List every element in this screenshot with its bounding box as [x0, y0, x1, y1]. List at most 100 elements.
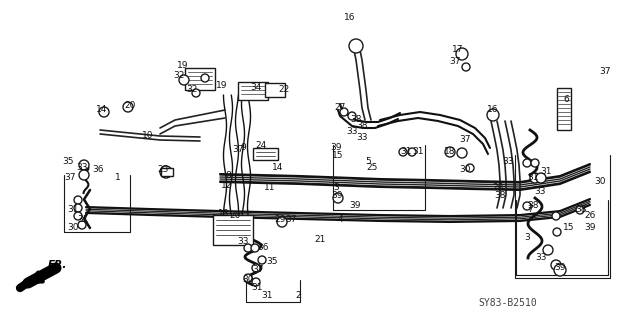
Text: 1: 1: [115, 173, 121, 182]
Circle shape: [74, 204, 82, 212]
Text: 31: 31: [540, 167, 552, 177]
Circle shape: [445, 147, 455, 157]
Text: 31: 31: [400, 148, 412, 156]
Text: 12: 12: [221, 180, 233, 189]
Text: 20: 20: [124, 101, 136, 110]
Text: 9: 9: [240, 142, 246, 151]
Text: 35: 35: [63, 156, 74, 165]
Text: 21: 21: [315, 236, 325, 244]
Circle shape: [201, 74, 209, 82]
Text: 20: 20: [229, 211, 241, 220]
Text: 33: 33: [346, 127, 358, 137]
Circle shape: [523, 202, 531, 210]
Bar: [253, 148, 278, 160]
Circle shape: [277, 217, 287, 227]
Circle shape: [530, 173, 540, 183]
Bar: [161, 168, 173, 176]
Text: 38: 38: [527, 201, 538, 210]
Text: 37: 37: [449, 58, 461, 67]
Text: 33: 33: [502, 157, 514, 166]
Circle shape: [551, 260, 561, 270]
Text: 37: 37: [232, 146, 244, 155]
Text: 16: 16: [345, 13, 356, 22]
Circle shape: [78, 221, 86, 229]
Text: 30: 30: [594, 178, 605, 187]
Circle shape: [576, 206, 584, 214]
Text: 16: 16: [487, 106, 499, 115]
Text: 38: 38: [350, 116, 362, 124]
Text: 11: 11: [264, 183, 276, 193]
Circle shape: [79, 160, 89, 170]
Circle shape: [553, 228, 561, 236]
Circle shape: [179, 75, 189, 85]
Text: 35: 35: [266, 258, 278, 267]
Text: 39: 39: [349, 201, 360, 210]
Text: 14: 14: [272, 164, 284, 172]
Text: 13: 13: [218, 210, 230, 219]
Circle shape: [99, 107, 109, 117]
Circle shape: [251, 244, 259, 252]
Text: 37: 37: [599, 68, 611, 76]
Text: 31: 31: [261, 291, 273, 300]
Circle shape: [523, 159, 531, 167]
Text: 15: 15: [563, 223, 575, 233]
Text: 15: 15: [332, 151, 344, 161]
Text: 3: 3: [524, 234, 530, 243]
Text: 34: 34: [250, 84, 262, 92]
Text: 23: 23: [158, 165, 168, 174]
Circle shape: [408, 148, 416, 156]
Text: 4: 4: [338, 215, 343, 225]
Text: 39: 39: [584, 223, 596, 233]
Text: 33: 33: [356, 133, 367, 142]
Circle shape: [252, 264, 260, 272]
Bar: [185, 68, 215, 90]
Bar: [238, 82, 268, 100]
Text: 37: 37: [459, 135, 471, 145]
Text: 38: 38: [575, 205, 587, 214]
Text: 32: 32: [174, 70, 184, 79]
Circle shape: [79, 170, 89, 180]
Circle shape: [244, 274, 252, 282]
Circle shape: [466, 164, 474, 172]
Circle shape: [74, 196, 82, 204]
Text: 6: 6: [563, 95, 569, 105]
Circle shape: [340, 108, 348, 116]
Text: 33: 33: [535, 253, 547, 262]
Text: 18: 18: [444, 148, 456, 156]
Text: 33: 33: [237, 237, 249, 246]
Text: 17: 17: [452, 45, 464, 54]
Text: 19: 19: [216, 81, 228, 90]
Text: SY83-B2510: SY83-B2510: [478, 298, 537, 308]
Text: 27: 27: [334, 103, 346, 113]
Text: 36: 36: [93, 165, 104, 174]
Text: 39: 39: [554, 263, 566, 273]
Text: 30: 30: [242, 276, 254, 284]
Circle shape: [462, 63, 470, 71]
Circle shape: [456, 48, 468, 60]
Text: 38: 38: [356, 122, 367, 131]
Text: 10: 10: [142, 131, 154, 140]
Text: 14: 14: [96, 106, 108, 115]
Circle shape: [74, 212, 82, 220]
Circle shape: [531, 159, 539, 167]
Text: 25: 25: [366, 164, 378, 172]
Circle shape: [252, 278, 260, 286]
Text: 31: 31: [527, 173, 538, 182]
Text: 28: 28: [493, 183, 503, 193]
Text: 5: 5: [365, 157, 371, 166]
Text: 39: 39: [331, 190, 343, 199]
Text: 31: 31: [412, 148, 424, 156]
Bar: [213, 215, 253, 245]
Text: 26: 26: [584, 211, 596, 220]
Circle shape: [160, 166, 172, 178]
Circle shape: [333, 193, 343, 203]
Circle shape: [192, 89, 200, 97]
Circle shape: [348, 112, 356, 120]
Circle shape: [399, 148, 407, 156]
Text: 33: 33: [534, 188, 545, 196]
Circle shape: [487, 109, 499, 121]
Text: 33: 33: [77, 164, 88, 172]
Text: 38: 38: [494, 190, 506, 199]
Text: 37: 37: [252, 266, 263, 275]
Text: FR.: FR.: [48, 260, 68, 270]
